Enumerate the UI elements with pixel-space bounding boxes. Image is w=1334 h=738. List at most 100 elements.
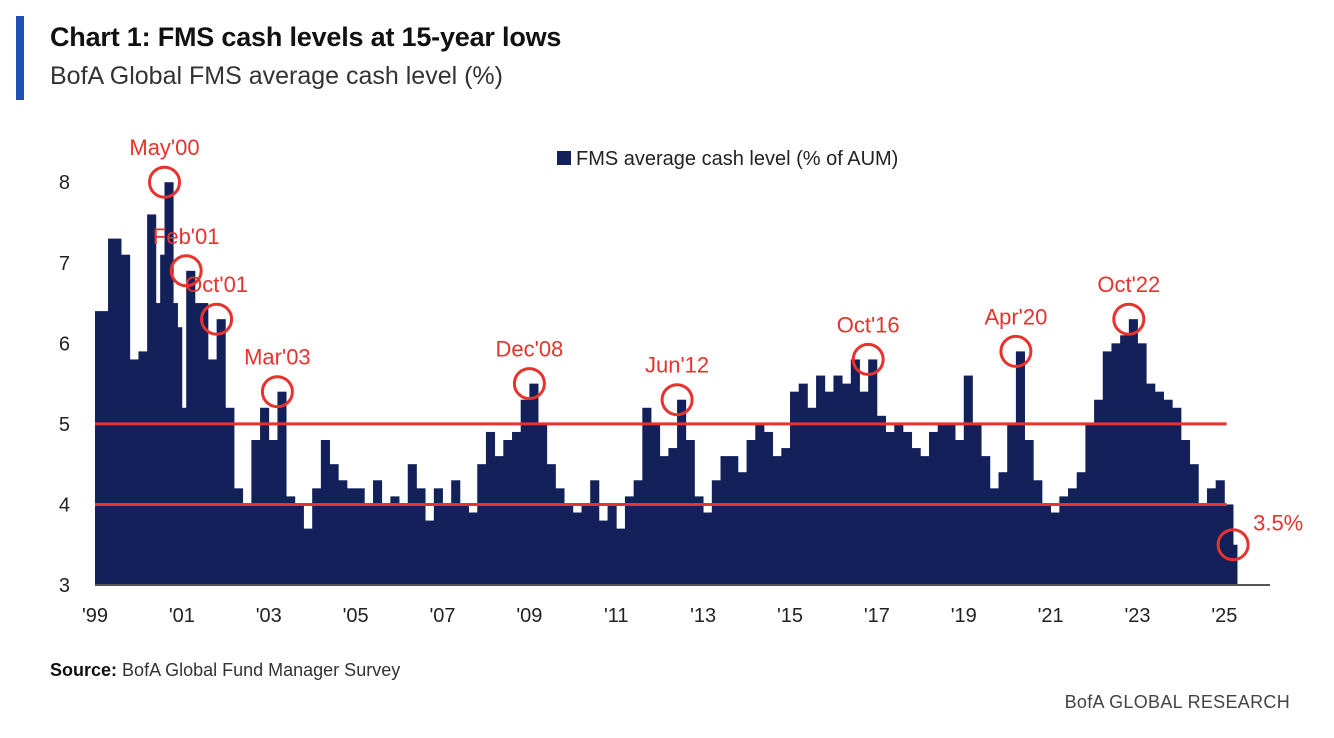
bar [955,440,965,585]
bar [781,448,791,585]
bar [790,391,800,585]
annotation-circle [660,383,694,417]
bar [416,488,426,585]
annotation-circle [169,254,203,288]
bar [1154,391,1164,585]
bar [242,504,252,585]
bar [1172,407,1182,585]
bar [338,480,348,585]
annotation-label: Mar'03 [244,345,311,370]
bar [581,504,591,585]
bar [850,359,860,585]
bar [833,375,843,585]
bar [746,440,756,585]
bar [677,399,687,585]
bar [1180,440,1191,585]
bar [763,431,774,585]
bar [876,415,886,585]
y-tick-label: 8 [59,172,70,194]
bar [816,375,826,585]
bar [177,327,183,585]
bar [485,431,496,585]
bar [929,431,939,585]
source-text: BofA Global Fund Manager Survey [122,660,401,680]
bar [277,391,287,585]
bar [320,440,330,585]
x-tick-label: '07 [429,605,455,627]
annotation-circle [260,375,294,409]
bar [364,504,374,585]
bar [286,496,296,585]
bar [260,407,270,585]
bar [1111,343,1121,585]
bar [251,440,261,585]
bar [1233,544,1238,585]
bar [616,528,626,585]
bar [108,238,122,586]
bar [433,488,443,585]
annotation-circle [851,342,885,376]
bar [225,407,235,585]
bar [1215,480,1225,585]
bar [373,480,383,585]
annotation-circle [200,302,234,336]
bar [1128,319,1138,585]
bar [842,383,852,585]
annotation-circle [512,367,546,401]
bar [798,383,808,585]
x-tick-label: '21 [1038,605,1064,627]
bar [711,480,721,585]
bar [1224,504,1234,585]
bar [459,504,469,585]
bar [624,496,635,585]
bar [155,303,161,585]
bar [737,472,747,585]
bar [807,407,817,585]
bar [1102,351,1112,585]
bar [607,504,617,585]
bar [477,464,487,585]
chart-subtitle: BofA Global FMS average cash level (%) [50,62,503,90]
bar [546,464,556,585]
bar [312,488,322,585]
bar [885,431,895,585]
bar [1137,343,1147,585]
x-tick-label: '19 [951,605,977,627]
bar [346,488,357,585]
bar [194,303,209,585]
bar [1033,480,1043,585]
bar [1068,488,1078,585]
annotation-label: Oct'16 [837,312,900,337]
legend-swatch [557,151,571,165]
bar [1050,512,1060,585]
bar [512,431,522,585]
bar [920,456,930,585]
bar [668,448,678,585]
x-tick-label: '25 [1211,605,1237,627]
bar [503,440,513,585]
bar [1163,399,1173,585]
bar [181,407,187,585]
annotation-circle [148,165,181,199]
bar [520,399,530,585]
bar [186,270,196,585]
annotation-label: Feb'01 [153,224,220,249]
bar [902,431,913,585]
bar [451,480,461,585]
bar [234,488,244,585]
x-tick-label: '23 [1124,605,1150,627]
bar [468,512,478,585]
bar [129,359,139,585]
bar [729,456,739,585]
x-tick-label: '99 [82,605,108,627]
y-tick-label: 5 [59,414,70,436]
bar [998,472,1008,585]
bar [390,496,400,585]
bar [642,407,652,585]
bar [1207,488,1217,585]
x-tick-label: '03 [256,605,282,627]
bar [303,528,313,585]
bar [1198,504,1208,585]
bar [720,456,730,585]
